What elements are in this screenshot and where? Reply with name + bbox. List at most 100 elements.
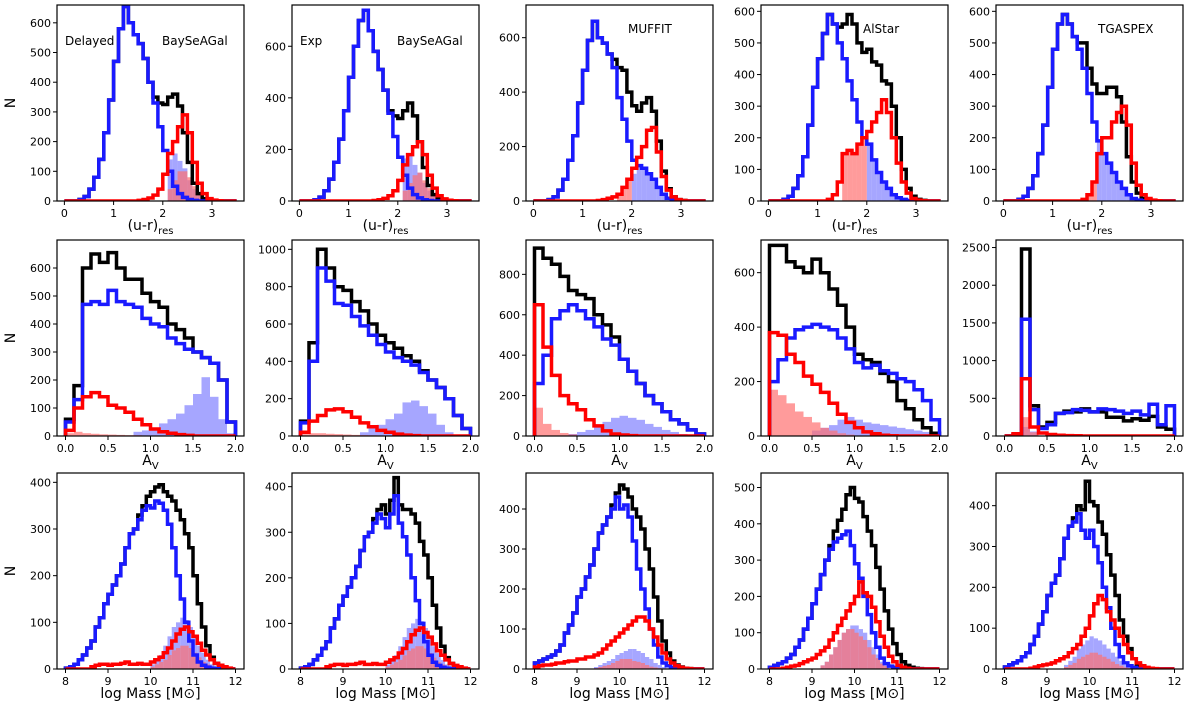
black-histogram-line (533, 19, 706, 201)
red_fill-bar (1064, 666, 1069, 669)
blue-histogram-line (298, 266, 473, 436)
blue_fill-bar (1076, 648, 1081, 669)
x-tick-label: 8 (531, 675, 538, 688)
red_fill-bar (606, 665, 611, 669)
red_fill-bar (649, 666, 654, 669)
blue_fill-bar (398, 646, 403, 669)
y-tick-label: 100 (30, 616, 51, 629)
blue_fill-filled-bars (631, 165, 677, 201)
x-tick-label: 0 (530, 207, 537, 220)
red_fill-bar (1091, 182, 1097, 201)
blue_fill-bar (1101, 153, 1107, 201)
y-tick-label: 0 (983, 195, 990, 208)
blue_fill-bar (649, 659, 654, 669)
y-tick-label: 0 (279, 663, 286, 676)
red_fill-bar (343, 434, 352, 436)
blue-histogram-line (1003, 12, 1176, 201)
red_fill-bar (177, 171, 183, 201)
x-axis-label-subscript: res (158, 226, 173, 237)
red_fill-bar (193, 652, 198, 669)
blue_fill-bar (631, 173, 637, 201)
x-tick-label: 2.0 (931, 442, 949, 455)
y-tick-label: 200 (499, 390, 520, 403)
y-axis-label: N (3, 98, 19, 108)
blue-histogram-line (63, 499, 236, 669)
red_fill-bar (402, 190, 408, 201)
red_fill-bar (837, 433, 846, 436)
red_fill-bar (154, 664, 159, 669)
red-histogram-line (532, 615, 705, 669)
red_fill-bar (1072, 662, 1077, 669)
plot-area (533, 19, 706, 201)
blue_fill-bar (922, 431, 931, 436)
axes-frame (56, 472, 245, 670)
x-axis-label: log Mass [M⊙] (100, 686, 200, 702)
y-tick-label: 0 (983, 430, 990, 443)
y-tick-label: 400 (734, 69, 755, 82)
red_fill-bar (619, 659, 624, 669)
x-tick-label: 11 (421, 675, 435, 688)
blue_fill-bar (402, 637, 407, 669)
y-tick-label: 400 (265, 481, 286, 494)
red_fill-bar (150, 666, 155, 669)
blue-histogram-line (533, 19, 706, 201)
blue_fill-bar (888, 426, 897, 436)
x-tick-label: 1.0 (846, 442, 864, 455)
blue_fill-bar (653, 426, 662, 436)
x-tick-label: 1.5 (653, 442, 671, 455)
red_fill-bar (829, 430, 838, 436)
red_fill-bar (197, 195, 203, 201)
red_fill-bar (636, 661, 641, 669)
panel-r1-c1: 0 1 2 3 0 100 200 300 400 500 600 (u-r)res N Delayed B… (3, 4, 245, 237)
y-tick-label: 400 (969, 500, 990, 513)
y-tick-label: 400 (499, 503, 520, 516)
blue_fill-bar (1121, 188, 1127, 201)
x-axis-label: (u-r)res (597, 218, 643, 237)
blue_fill-bar (577, 431, 586, 436)
red_fill-bar (861, 137, 867, 201)
x-axis-label-subscript: V (387, 461, 394, 472)
y-tick-label: 100 (499, 623, 520, 636)
red_fill-filled-bars (534, 407, 577, 436)
red_fill-bar (829, 654, 834, 669)
red-histogram-line (64, 113, 237, 201)
red_fill-bar (167, 189, 173, 201)
plot-area (63, 250, 238, 436)
x-tick-label: 12 (1168, 675, 1182, 688)
red-histogram-line (1004, 593, 1175, 669)
red_fill-bar (167, 655, 172, 669)
x-tick-label: 2 (159, 207, 166, 220)
x-tick-label: 1.5 (1123, 442, 1141, 455)
axes-frame (995, 239, 1184, 437)
blue_fill-filled-bars (133, 377, 236, 436)
blue_fill-bar (419, 621, 424, 669)
y-tick-label: 1000 (962, 355, 990, 368)
x-tick-label: 8 (62, 675, 69, 688)
red_fill-filled-bars (842, 137, 867, 201)
y-tick-label: 300 (30, 106, 51, 119)
plot-area (532, 246, 707, 436)
x-axis-label: AV (142, 453, 159, 472)
y-tick-label: 400 (734, 321, 755, 334)
x-tick-label: 3 (209, 207, 216, 220)
y-tick-label: 400 (499, 349, 520, 362)
red_fill-bar (1115, 664, 1120, 669)
red_fill-bar (551, 429, 560, 436)
x-tick-label: 2.0 (462, 442, 480, 455)
blue_fill-bar (360, 432, 369, 436)
red_fill-filled-bars (150, 645, 223, 669)
blue_fill-bar (651, 179, 657, 201)
y-tick-label: 300 (969, 541, 990, 554)
y-tick-label: 600 (499, 309, 520, 322)
x-tick-label: 0 (296, 207, 303, 220)
panel-r1-c5: 0 1 2 3 0 100 200 300 400 500 600 (u-r)res TGASPEX (969, 4, 1184, 237)
x-tick-label: 10 (144, 675, 158, 688)
blue_fill-bar (193, 636, 198, 669)
panel-label-code: BaySeAGal (162, 34, 228, 48)
x-tick-label: 8 (1001, 675, 1008, 688)
blue_fill-bar (1106, 648, 1111, 669)
x-tick-label: 2 (628, 207, 635, 220)
y-tick-label: 100 (969, 622, 990, 635)
y-tick-label: 100 (969, 163, 990, 176)
blue_fill-bar (394, 413, 403, 436)
